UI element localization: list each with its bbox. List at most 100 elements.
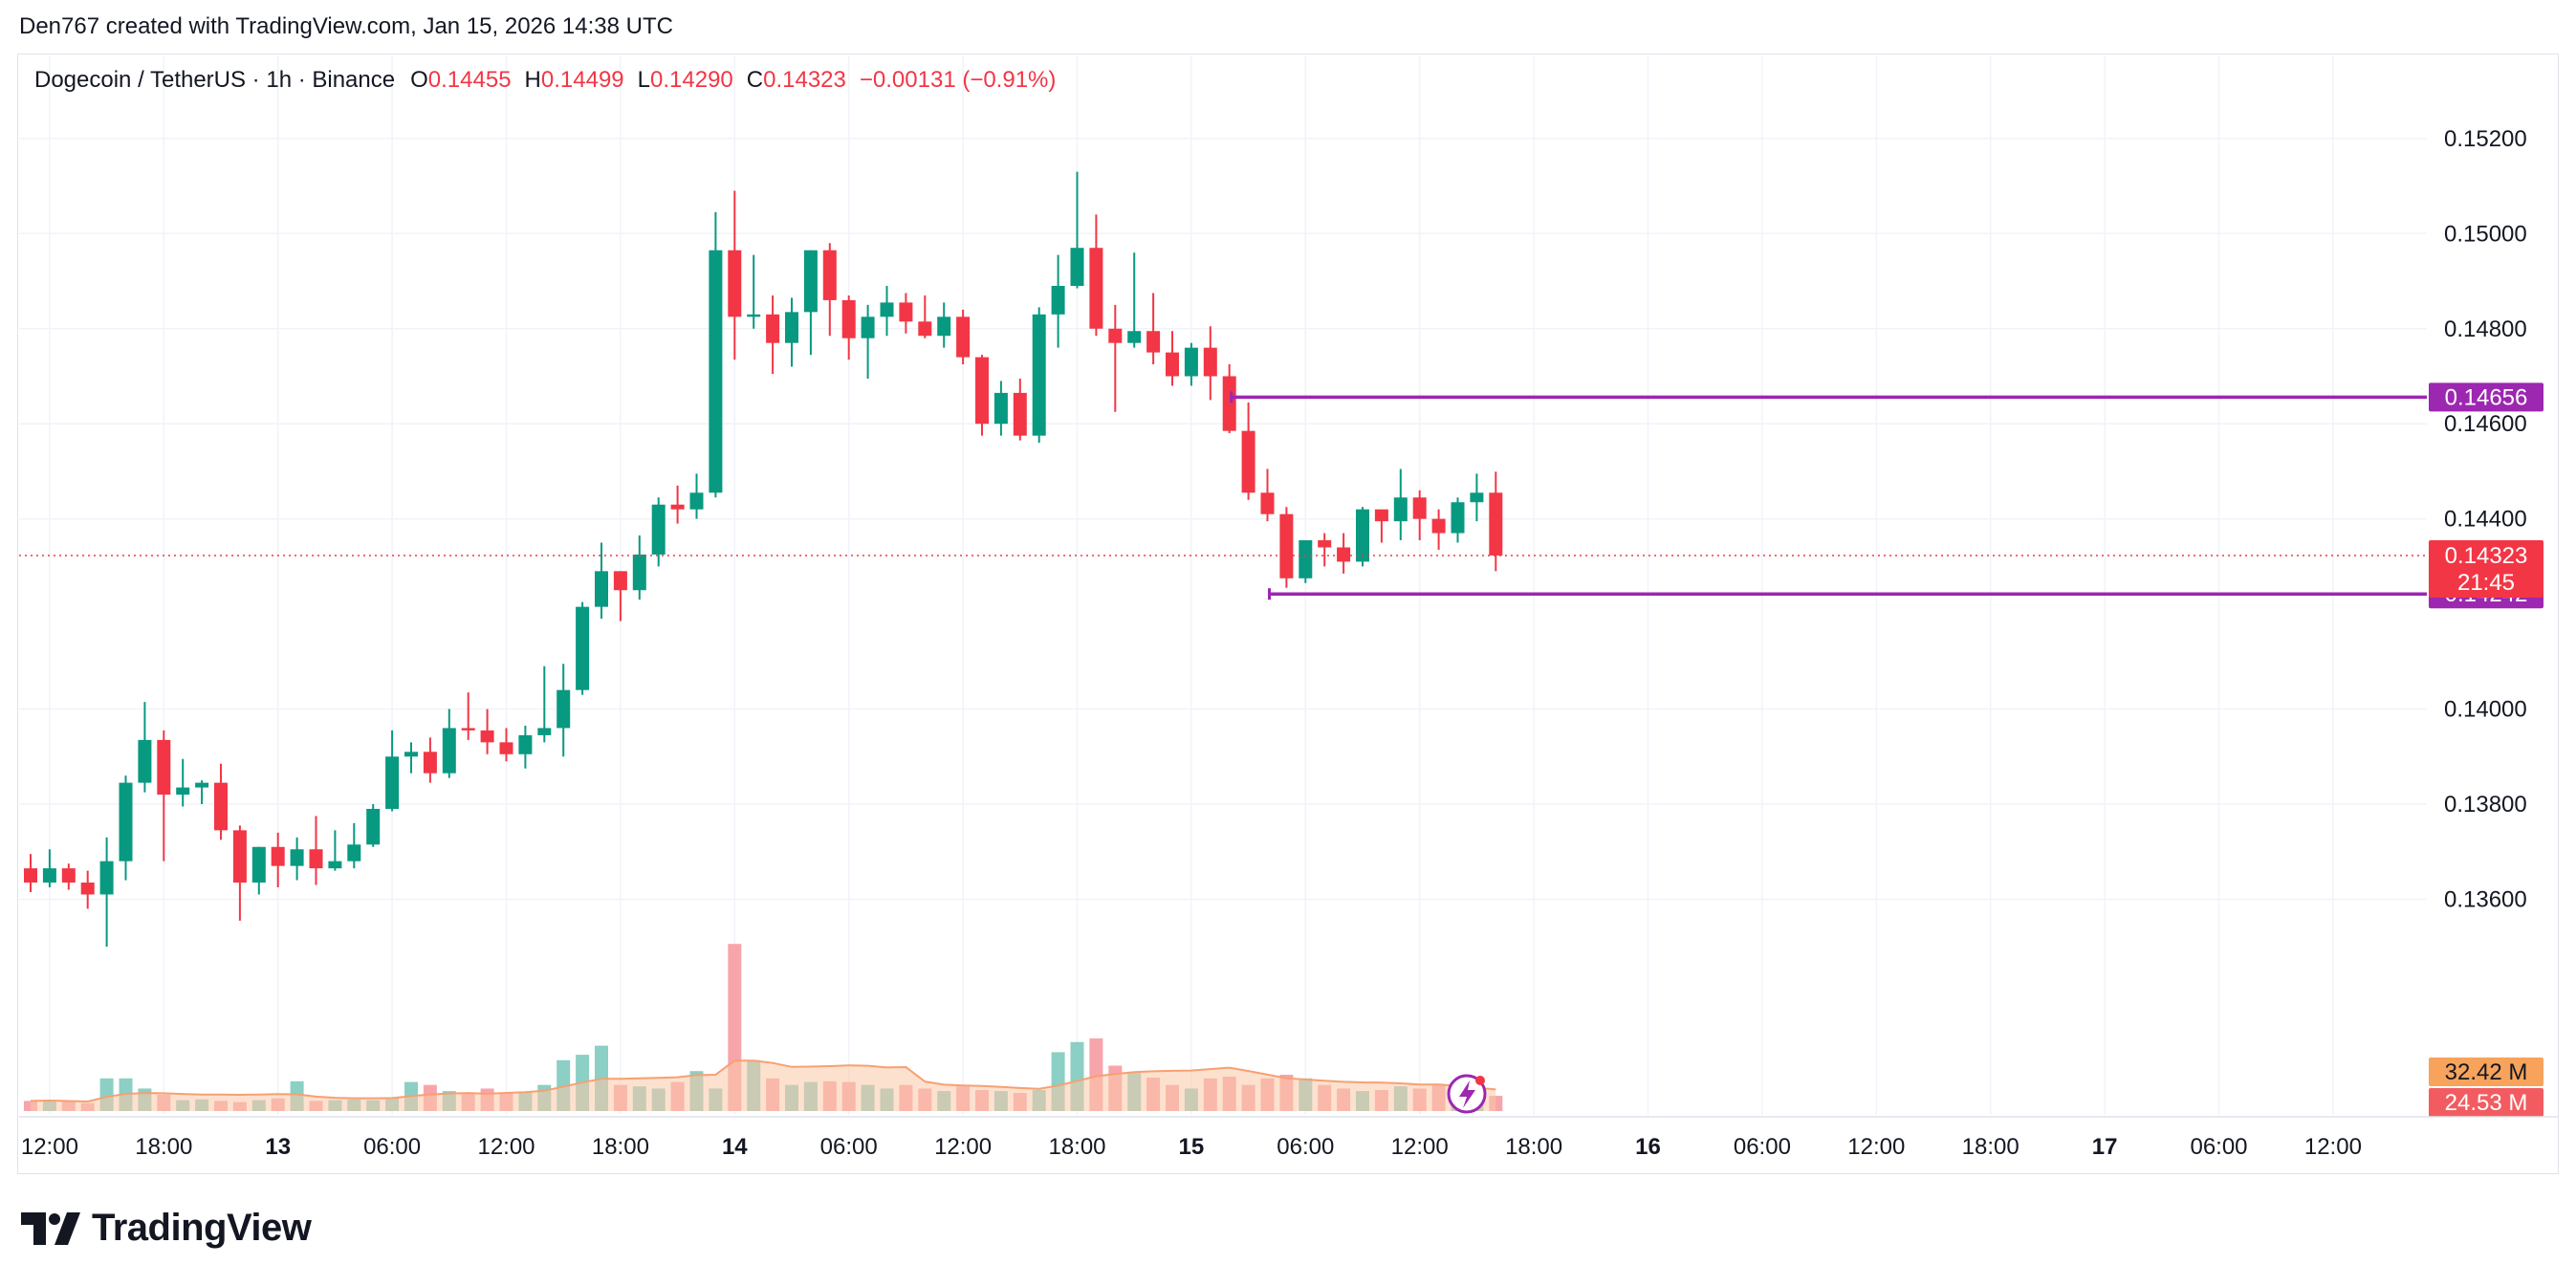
candle-body: [557, 689, 571, 729]
time-tick-label: 13: [265, 1134, 291, 1160]
candle-body: [956, 316, 971, 358]
price-tick-label: 0.15200: [2444, 126, 2527, 152]
change-value: −0.00131 (−0.91%): [859, 67, 1057, 93]
candle-body: [1146, 331, 1161, 353]
brand-name: TradingView: [92, 1207, 312, 1249]
time-tick-label: 12:00: [2304, 1134, 2362, 1160]
time-tick-label: 18:00: [592, 1134, 649, 1160]
volume-ma-line: [30, 1059, 1496, 1103]
time-tick-label: 16: [1635, 1134, 1661, 1160]
candle-body: [689, 492, 704, 510]
candle-body: [1108, 328, 1123, 343]
candle-body: [1032, 314, 1046, 436]
candle-body: [803, 250, 818, 313]
level-price-label: 0.14656: [2445, 384, 2528, 410]
candle-body: [1279, 513, 1294, 578]
time-tick-label: 17: [2092, 1134, 2118, 1160]
candle-body: [1470, 492, 1484, 503]
low-label: L: [637, 67, 651, 93]
candle-body: [1070, 248, 1084, 287]
close-label: C: [746, 67, 764, 93]
candle-body: [347, 844, 361, 862]
candle-body: [1260, 492, 1275, 514]
candle-body: [518, 734, 533, 754]
candle-body: [899, 302, 913, 322]
candle-body: [1222, 376, 1236, 431]
candle-body: [1299, 540, 1313, 578]
candle-body: [366, 808, 381, 845]
tradingview-brand[interactable]: TradingView: [21, 1207, 312, 1250]
candle-body: [1489, 492, 1503, 556]
candle-body: [309, 849, 323, 869]
open-label: O: [410, 67, 428, 93]
time-tick-label: 18:00: [135, 1134, 192, 1160]
candle-body: [61, 868, 76, 883]
time-tick-label: 14: [722, 1134, 748, 1160]
horizontal-levels: [19, 391, 2427, 600]
candle-body: [42, 868, 56, 883]
candle-body: [1374, 509, 1388, 522]
candle-body: [99, 861, 114, 895]
price-tick-label: 0.14000: [2444, 697, 2527, 723]
time-tick-label: 12:00: [1391, 1134, 1449, 1160]
time-tick-label: 12:00: [21, 1134, 78, 1160]
time-tick-label: 06:00: [1277, 1134, 1334, 1160]
candle-body: [119, 782, 133, 862]
volume-ma-area: [31, 1060, 1496, 1111]
time-tick-label: 12:00: [1847, 1134, 1905, 1160]
volume-bars: [24, 944, 1503, 1111]
candle-body: [1127, 331, 1142, 343]
candle-body: [195, 782, 209, 788]
time-tick-label: 18:00: [1048, 1134, 1105, 1160]
volume-last-tag: [2429, 1088, 2543, 1117]
candle-body: [442, 728, 456, 774]
candle-body: [595, 571, 608, 607]
price-tick-label: 0.14600: [2444, 411, 2527, 437]
candle-body: [461, 728, 475, 731]
candle-body: [861, 316, 875, 338]
candle-body: [251, 846, 266, 883]
candle-body: [709, 250, 723, 493]
candle-body: [937, 316, 951, 337]
symbol-title[interactable]: Dogecoin / TetherUS · 1h · Binance: [34, 67, 396, 93]
candle-body: [537, 728, 552, 735]
time-tick-label: 18:00: [1962, 1134, 2019, 1160]
candle-body: [423, 752, 437, 774]
volume-ma-label: 32.42 M: [2445, 1059, 2528, 1085]
candle-body: [918, 321, 932, 337]
candle-body: [880, 302, 894, 317]
candle-body: [1051, 286, 1065, 315]
price-axis: 0.15200 0.15000 0.14800 0.14600 0.14400 0.140…: [2429, 126, 2543, 1117]
candle-body: [157, 739, 171, 796]
candle-body: [1451, 502, 1465, 534]
candle-body: [1166, 352, 1179, 377]
high-value: 0.14499: [540, 67, 624, 93]
candle-body: [1203, 347, 1217, 377]
time-tick-label: 15: [1179, 1134, 1205, 1160]
candlestick-chart[interactable]: 0.15200 0.15000 0.14800 0.14600 0.14400 0.140…: [0, 0, 2576, 1186]
candle-body: [404, 752, 418, 757]
candle-body: [728, 250, 742, 317]
chart-caption: Den767 created with TradingView.com, Jan…: [19, 13, 673, 39]
candle-body: [290, 849, 304, 866]
candle-body: [841, 299, 856, 338]
volume-last-label: 24.53 M: [2445, 1090, 2528, 1116]
low-value: 0.14290: [650, 67, 733, 93]
time-tick-label: 06:00: [2190, 1134, 2247, 1160]
candle-body: [993, 392, 1008, 425]
candle-body: [576, 606, 590, 690]
lightning-icon[interactable]: [1447, 1074, 1487, 1114]
price-tick-label: 0.15000: [2444, 221, 2527, 247]
candle-body: [328, 861, 342, 869]
candle-body: [24, 868, 37, 883]
candle-body: [975, 357, 989, 425]
candle-body: [747, 314, 761, 317]
time-tick-label: 18:00: [1505, 1134, 1562, 1160]
price-tick-label: 0.13600: [2444, 886, 2527, 912]
countdown-label: 21:45: [2457, 570, 2515, 596]
candle-body: [214, 782, 228, 831]
candle-body: [176, 787, 190, 796]
symbol-legend: Dogecoin / TetherUS · 1h · Binance O 0.144…: [34, 67, 1069, 94]
time-tick-label: 06:00: [820, 1134, 878, 1160]
time-tick-label: 06:00: [363, 1134, 421, 1160]
